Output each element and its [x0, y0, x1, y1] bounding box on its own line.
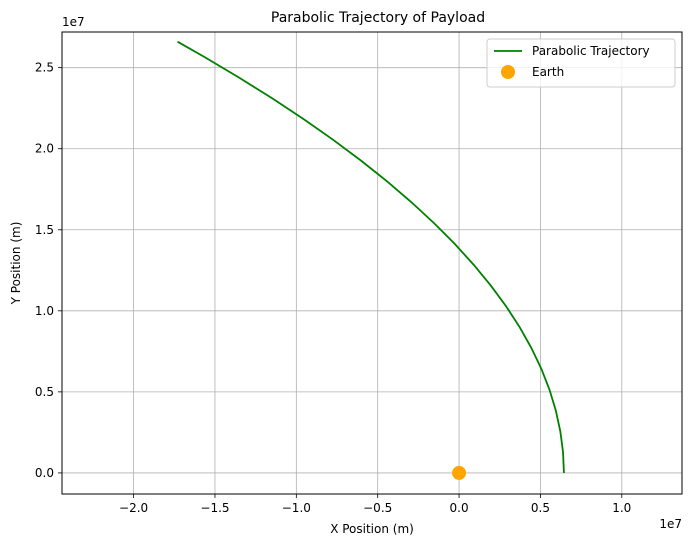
x-tick-label: 0.0: [450, 501, 469, 515]
y-offset-text: 1e7: [62, 15, 85, 29]
x-tick-label: 0.5: [531, 501, 550, 515]
y-tick-label: 2.0: [35, 142, 54, 156]
trajectory-line: [177, 40, 565, 473]
earth-point: [452, 465, 467, 480]
y-axis-label: Y Position (m): [9, 222, 23, 306]
y-tick-label: 1.0: [35, 304, 54, 318]
series-layer: [177, 40, 565, 480]
x-offset-text: 1e7: [659, 517, 682, 531]
x-tick-label: 1.0: [612, 501, 631, 515]
x-tick-label: −2.0: [119, 501, 148, 515]
y-tick-label: 2.5: [35, 61, 54, 75]
legend-box: [486, 38, 676, 88]
legend-label-trajectory: Parabolic Trajectory: [532, 44, 650, 58]
chart-title: Parabolic Trajectory of Payload: [271, 10, 485, 26]
x-tick-label: −0.5: [363, 501, 392, 515]
y-tick-label: 0.0: [35, 466, 54, 480]
plot-frame: [61, 31, 683, 495]
grid: [62, 32, 682, 494]
x-axis-label: X Position (m): [330, 522, 414, 536]
y-axis-ticks: 0.0 0.5 1.0 1.5 2.0 2.5: [35, 61, 62, 480]
x-tick-label: −1.5: [200, 501, 229, 515]
x-axis-ticks: −2.0 −1.5 −1.0 −0.5 0.0 0.5 1.0: [119, 494, 631, 515]
x-tick-label: −1.0: [282, 501, 311, 515]
legend-label-earth: Earth: [532, 65, 564, 79]
legend: Parabolic Trajectory Earth: [486, 38, 676, 88]
y-tick-label: 1.5: [35, 223, 54, 237]
legend-earth-marker: [501, 65, 515, 79]
y-tick-label: 0.5: [35, 385, 54, 399]
